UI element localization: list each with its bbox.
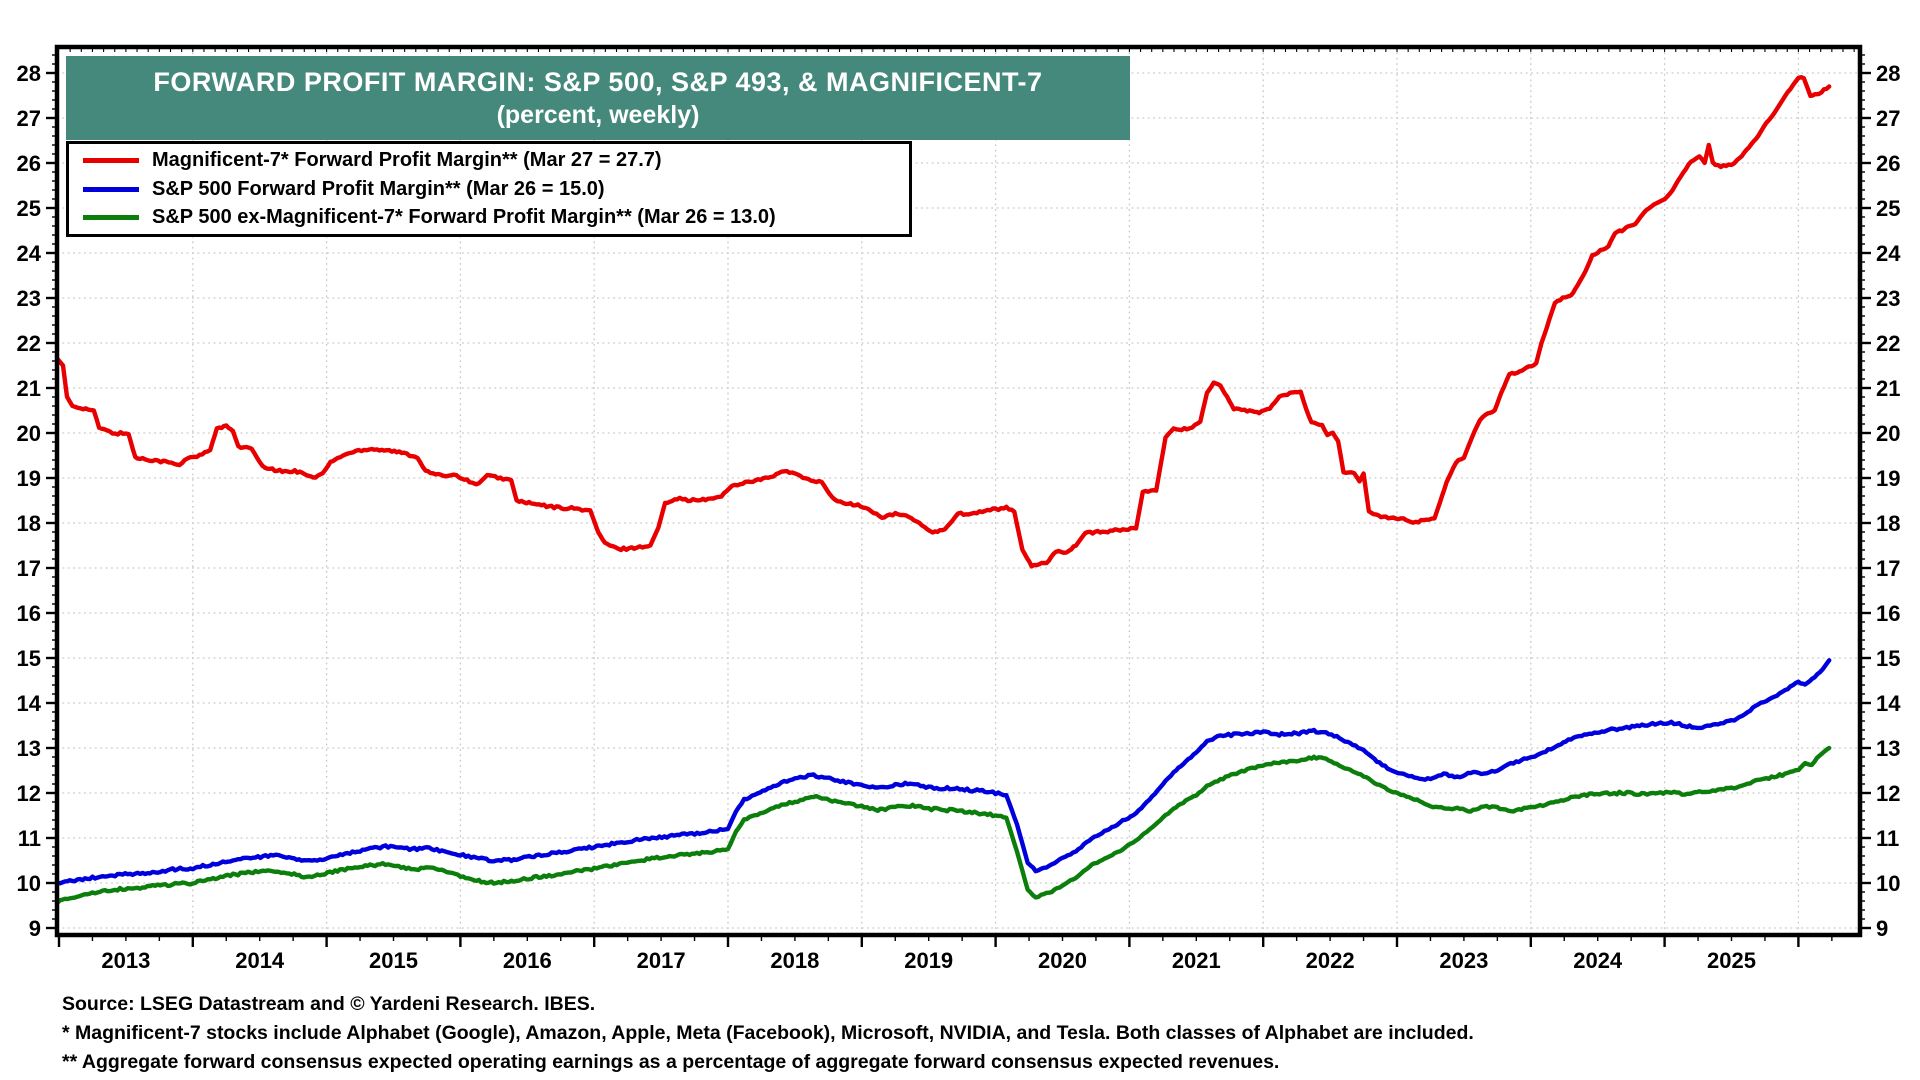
y-axis-label-right: 15 xyxy=(1876,646,1900,671)
y-axis-label-left: 26 xyxy=(17,151,41,176)
y-axis-label-right: 12 xyxy=(1876,781,1900,806)
legend-label: S&P 500 ex-Magnificent-7* Forward Profit… xyxy=(152,206,776,229)
y-axis-label-right: 10 xyxy=(1876,871,1900,896)
legend-label: S&P 500 Forward Profit Margin** (Mar 26 … xyxy=(152,177,605,200)
series-line-magnificent-7-forward-profit-margin xyxy=(55,74,1832,569)
y-axis-label-right: 16 xyxy=(1876,601,1900,626)
footnote-mag7: * Magnificent-7 stocks include Alphabet … xyxy=(62,1022,1474,1044)
x-axis-year-label: 2022 xyxy=(1306,948,1355,973)
source-note: Source: LSEG Datastream and © Yardeni Re… xyxy=(62,993,596,1015)
legend-item: Magnificent-7* Forward Profit Margin** (… xyxy=(69,148,909,173)
footnote-method: ** Aggregate forward consensus expected … xyxy=(62,1051,1280,1073)
chart-title: FORWARD PROFIT MARGIN: S&P 500, S&P 493,… xyxy=(153,67,1043,98)
legend-label: Magnificent-7* Forward Profit Margin** (… xyxy=(152,148,662,171)
y-axis-label-right: 22 xyxy=(1876,331,1900,356)
x-axis-year-label: 2023 xyxy=(1439,948,1488,973)
x-axis-year-label: 2025 xyxy=(1707,948,1756,973)
y-axis-label-right: 20 xyxy=(1876,421,1900,446)
y-axis-label-left: 13 xyxy=(17,736,41,761)
plot-border xyxy=(54,44,1863,938)
y-axis-label-right: 13 xyxy=(1876,736,1900,761)
chart-subtitle: (percent, weekly) xyxy=(496,100,700,129)
y-axis-label-right: 18 xyxy=(1876,511,1900,536)
chart-title-band: FORWARD PROFIT MARGIN: S&P 500, S&P 493,… xyxy=(66,56,1130,140)
y-axis-label-left: 11 xyxy=(18,826,41,851)
y-axis-label-left: 18 xyxy=(17,511,41,536)
y-axis-label-left: 9 xyxy=(29,916,41,941)
legend-swatch-sp500-ex-mag7 xyxy=(83,215,139,221)
y-axis-label-left: 15 xyxy=(17,646,41,671)
x-axis-year-label: 2015 xyxy=(369,948,418,973)
x-axis-year-label: 2018 xyxy=(770,948,819,973)
y-axis-label-left: 23 xyxy=(17,286,41,311)
y-axis-label-left: 20 xyxy=(17,421,41,446)
y-axis-label-right: 28 xyxy=(1876,61,1900,86)
y-axis-label-left: 19 xyxy=(17,466,41,491)
y-axis-label-right: 26 xyxy=(1876,151,1900,176)
y-axis-label-right: 19 xyxy=(1876,466,1900,491)
y-axis-label-left: 12 xyxy=(17,781,41,806)
y-axis-label-left: 28 xyxy=(17,61,41,86)
y-axis-label-left: 27 xyxy=(17,106,41,131)
legend: Magnificent-7* Forward Profit Margin** (… xyxy=(66,141,912,237)
y-axis-label-left: 25 xyxy=(17,196,41,221)
y-axis-label-right: 23 xyxy=(1876,286,1900,311)
y-axis-label-left: 21 xyxy=(17,376,41,401)
y-axis-label-right: 14 xyxy=(1876,691,1901,716)
x-axis-year-label: 2024 xyxy=(1573,948,1623,973)
y-axis-label-right: 27 xyxy=(1876,106,1900,131)
x-axis-year-label: 2019 xyxy=(904,948,953,973)
x-axis-year-label: 2014 xyxy=(235,948,285,973)
x-axis-year-label: 2017 xyxy=(637,948,686,973)
legend-swatch-magnificent7 xyxy=(83,157,139,163)
x-axis-year-label: 2021 xyxy=(1172,948,1221,973)
y-axis-label-left: 10 xyxy=(17,871,41,896)
series-line-s-p-500-ex-magnificent-7-forward-profit-margin xyxy=(55,745,1832,905)
legend-item: S&P 500 ex-Magnificent-7* Forward Profit… xyxy=(69,205,909,230)
y-axis-label-right: 21 xyxy=(1876,376,1900,401)
footer: Source: LSEG Datastream and © Yardeni Re… xyxy=(62,990,1862,1077)
y-axis-label-left: 22 xyxy=(17,331,41,356)
y-axis-label-left: 17 xyxy=(17,556,41,581)
y-axis-label-right: 17 xyxy=(1876,556,1900,581)
y-axis-label-right: 25 xyxy=(1876,196,1900,221)
x-axis-year-label: 2013 xyxy=(101,948,150,973)
y-axis-label-left: 16 xyxy=(17,601,41,626)
legend-swatch-sp500 xyxy=(83,186,139,192)
legend-item: S&P 500 Forward Profit Margin** (Mar 26 … xyxy=(69,177,909,202)
y-axis-label-left: 14 xyxy=(17,691,42,716)
x-axis-year-label: 2020 xyxy=(1038,948,1087,973)
y-axis-label-right: 9 xyxy=(1876,916,1888,941)
series-line-s-p-500-forward-profit-margin xyxy=(55,658,1832,886)
y-axis-label-right: 11 xyxy=(1876,826,1899,851)
y-axis-label-right: 24 xyxy=(1876,241,1901,266)
x-axis-year-label: 2016 xyxy=(503,948,552,973)
y-axis-label-left: 24 xyxy=(17,241,42,266)
